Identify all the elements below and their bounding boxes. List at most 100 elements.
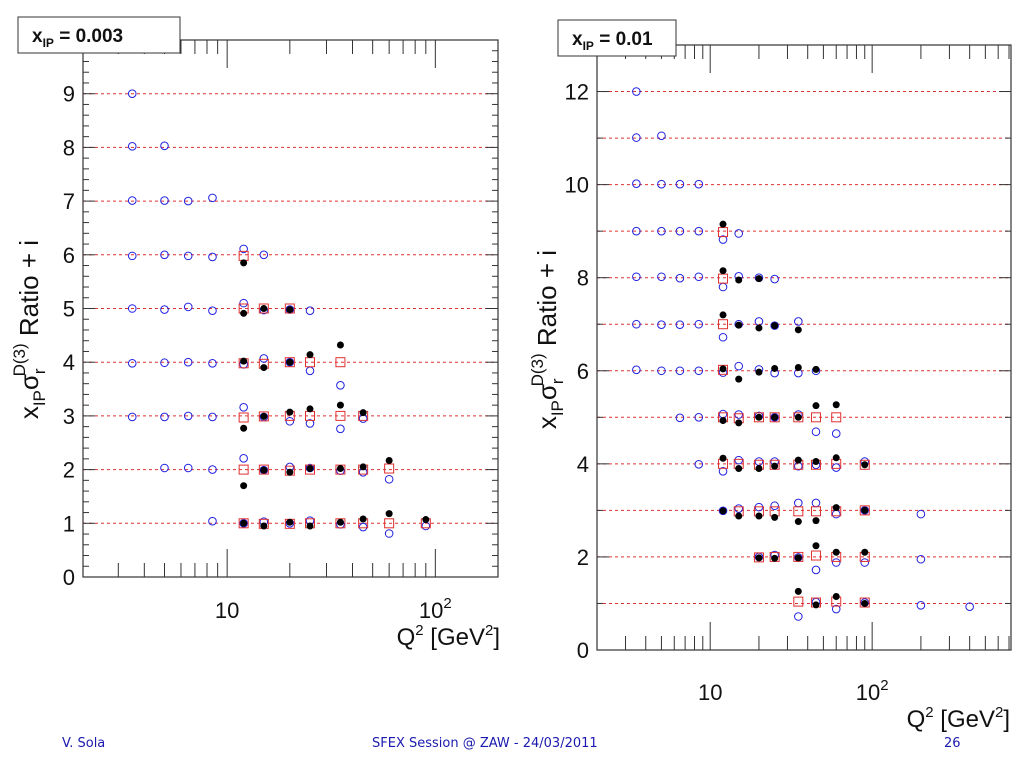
data-point-open-circle: [127, 89, 137, 98]
data-point-filled-circle: [861, 461, 869, 469]
data-point-filled-circle: [260, 364, 268, 372]
data-point-open-circle: [811, 565, 821, 575]
data-point-open-square: [258, 303, 269, 314]
data-point-open-circle: [160, 463, 169, 473]
data-point-open-circle: [336, 424, 345, 434]
x-axis-label-part: [GeV: [934, 706, 995, 733]
data-point-filled-circle: [306, 351, 314, 359]
data-point-open-circle: [632, 226, 641, 236]
data-point-open-square: [793, 551, 804, 562]
data-point-open-circle: [239, 454, 248, 463]
data-point-open-circle: [208, 465, 217, 474]
y-tick-label: 5: [63, 297, 75, 322]
data-point-open-square: [238, 518, 249, 529]
x-axis-label-part: 2: [995, 704, 1003, 721]
data-point-open-circle: [734, 455, 744, 465]
data-point-open-circle: [831, 604, 841, 614]
data-point-open-circle: [794, 498, 803, 508]
data-point-open-circle: [675, 273, 685, 283]
data-point-filled-circle: [240, 357, 248, 365]
data-point-filled-circle: [719, 507, 727, 515]
data-point-open-circle: [916, 601, 926, 610]
data-point-open-circle: [239, 244, 248, 254]
y-axis-label-part: Ratio + i: [532, 250, 562, 353]
data-point-filled-circle: [306, 405, 314, 413]
y-axis-label: xIPσrD(3) Ratio + i: [528, 250, 567, 429]
panel-title-box: [17, 16, 181, 54]
data-point-open-circle: [831, 463, 841, 472]
x-tick-label: 102: [419, 595, 452, 623]
data-point-filled-circle: [336, 401, 344, 409]
data-point-open-circle: [770, 274, 779, 284]
panel-title-part: x: [572, 29, 583, 50]
data-point-open-circle: [675, 226, 685, 236]
panel-title-part: IP: [583, 39, 594, 53]
data-point-open-circle: [811, 427, 821, 437]
data-point-open-circle: [305, 366, 315, 376]
data-point-filled-circle: [794, 518, 802, 526]
data-point-open-circle: [183, 411, 193, 421]
data-point-open-circle: [127, 142, 137, 151]
data-point-open-square: [831, 412, 842, 423]
data-point-filled-circle: [306, 522, 314, 530]
data-point-open-circle: [632, 133, 641, 142]
data-point-filled-circle: [794, 587, 802, 595]
data-point-open-circle: [694, 319, 704, 329]
data-point-open-circle: [305, 419, 315, 428]
data-point-filled-circle: [385, 456, 393, 464]
y-tick-label: 8: [577, 266, 589, 291]
data-point-open-circle: [208, 516, 217, 526]
data-point-filled-circle: [794, 326, 802, 334]
data-point-open-circle: [160, 141, 169, 151]
data-point-open-circle: [632, 365, 641, 375]
data-point-open-square: [718, 319, 729, 330]
x-axis-label-part: [GeV: [424, 624, 485, 651]
data-point-open-circle: [860, 506, 870, 515]
data-point-filled-circle: [755, 512, 763, 520]
data-point-open-square: [335, 357, 346, 368]
data-point-open-square: [793, 506, 804, 517]
data-point-filled-circle: [832, 454, 840, 462]
x-axis-label-part: 2: [415, 622, 423, 639]
panel-title: xIP = 0.01: [572, 29, 653, 53]
data-point-filled-circle: [812, 601, 820, 609]
data-point-open-circle: [675, 366, 685, 376]
data-point-open-circle: [657, 272, 666, 282]
data-point-open-circle: [632, 179, 641, 188]
data-point-open-circle: [734, 229, 744, 238]
data-point-open-circle: [675, 179, 685, 189]
data-point-open-circle: [239, 403, 248, 412]
data-point-open-circle: [831, 558, 841, 567]
data-point-filled-circle: [306, 465, 314, 473]
data-point-open-circle: [183, 302, 193, 312]
data-point-filled-circle: [260, 466, 268, 474]
data-point-open-circle: [718, 332, 728, 342]
data-point-open-circle: [860, 558, 870, 567]
data-point-filled-circle: [286, 518, 294, 526]
data-point-open-circle: [239, 298, 248, 308]
x-axis-label-part: Q: [907, 706, 926, 733]
x-tick-label-exponent: 2: [880, 677, 888, 694]
plot-frame: [596, 44, 1012, 651]
data-point-filled-circle: [812, 365, 820, 373]
data-point-filled-circle: [260, 522, 268, 530]
data-point-open-circle: [657, 320, 666, 329]
data-point-filled-circle: [240, 482, 248, 490]
data-point-filled-circle: [812, 402, 820, 410]
data-point-open-square: [769, 412, 780, 423]
data-point-filled-circle: [812, 458, 820, 466]
y-tick-label: 1: [63, 511, 75, 536]
data-point-open-circle: [965, 602, 974, 612]
data-point-open-circle: [916, 509, 926, 519]
data-point-filled-circle: [735, 512, 743, 520]
data-point-filled-circle: [832, 401, 840, 409]
data-point-open-circle: [734, 504, 744, 513]
data-point-open-circle: [694, 413, 704, 422]
data-point-open-circle: [160, 358, 169, 368]
x-tick-label: 10: [215, 598, 239, 623]
data-point-open-circle: [208, 306, 217, 315]
data-point-open-circle: [208, 252, 217, 262]
data-point-open-circle: [811, 498, 821, 508]
data-point-filled-circle: [771, 413, 779, 421]
